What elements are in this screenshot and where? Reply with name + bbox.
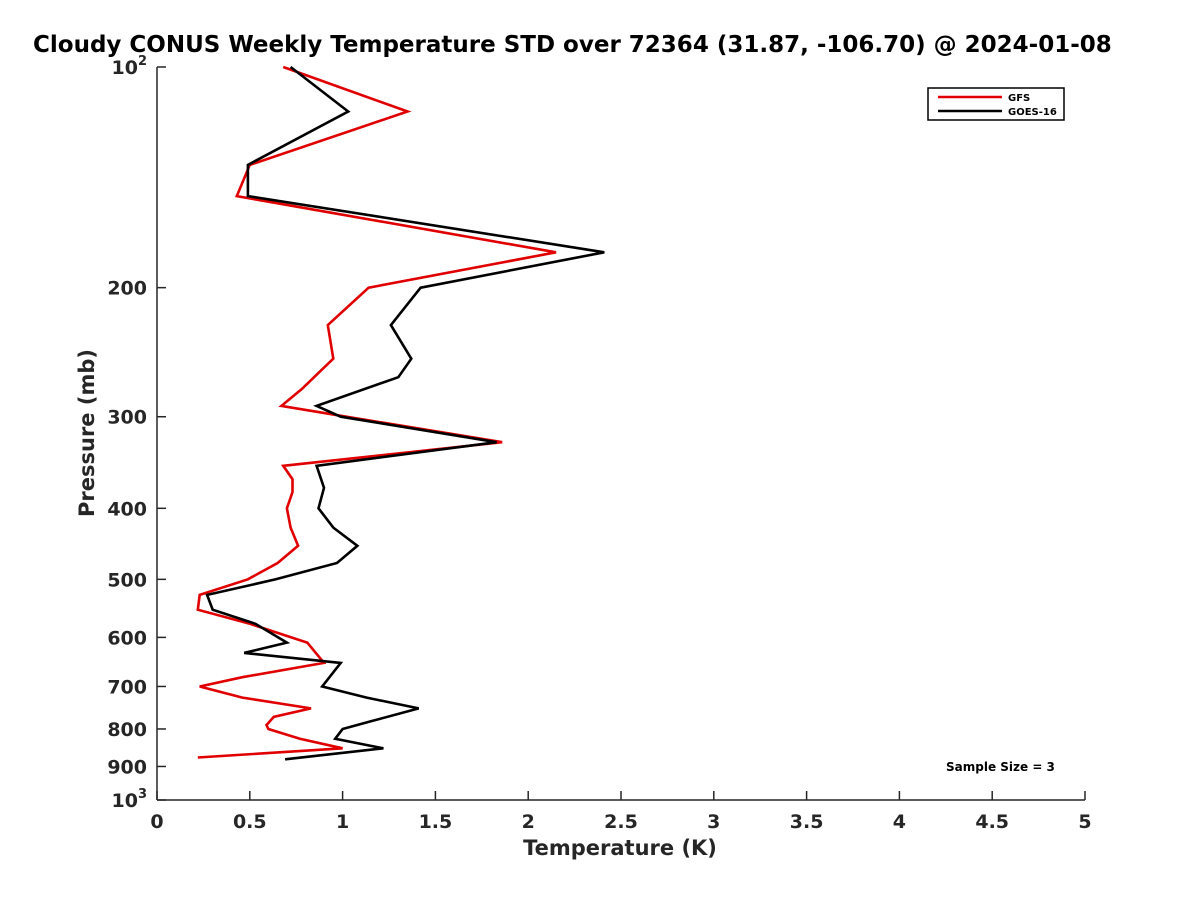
chart-title: Cloudy CONUS Weekly Temperature STD over… xyxy=(33,32,1112,58)
y-tick-label: 103 xyxy=(112,787,148,812)
x-tick-label: 1.5 xyxy=(419,811,453,833)
x-tick-label: 3.5 xyxy=(790,811,824,833)
y-tick-label: 600 xyxy=(107,627,147,649)
sample-size-annotation: Sample Size = 3 xyxy=(946,760,1055,774)
x-tick-label: 2 xyxy=(522,811,535,833)
x-tick-label: 3 xyxy=(707,811,720,833)
ticks-layer: 0 0.5 1 1.5 2 2.5 3 3.5 4 4.5 5 102 200 300 400 500 600 7… xyxy=(107,54,1091,833)
y-tick-label: 800 xyxy=(107,719,147,741)
y-tick-label: 400 xyxy=(107,498,147,520)
y-tick-label: 300 xyxy=(107,407,147,429)
series-line-gfs xyxy=(196,65,557,759)
y-tick-label: 200 xyxy=(107,278,147,300)
x-tick-label: 1 xyxy=(336,811,349,833)
legend-label-gfs: GFS xyxy=(1008,93,1030,104)
y-tick-label: 900 xyxy=(107,756,147,778)
y-tick-label: 700 xyxy=(107,676,147,698)
y-tick-label: 102 xyxy=(112,54,148,79)
y-tick-label: 500 xyxy=(107,569,147,591)
x-tick-label: 4 xyxy=(893,811,906,833)
y-axis-label: Pressure (mb) xyxy=(75,349,99,517)
x-tick-label: 0 xyxy=(150,811,163,833)
legend: GFS GOES-16 xyxy=(927,87,1065,121)
x-tick-label: 4.5 xyxy=(975,811,1009,833)
x-axis-label: Temperature (K) xyxy=(523,836,717,860)
x-tick-label: 2.5 xyxy=(604,811,638,833)
legend-box xyxy=(927,87,1065,121)
axes-layer xyxy=(156,67,1085,801)
series-layer xyxy=(196,65,605,761)
series-line-goes-16 xyxy=(205,65,605,761)
legend-label-goes-16: GOES-16 xyxy=(1008,107,1057,118)
x-tick-label: 0.5 xyxy=(233,811,267,833)
x-tick-label: 5 xyxy=(1078,811,1091,833)
